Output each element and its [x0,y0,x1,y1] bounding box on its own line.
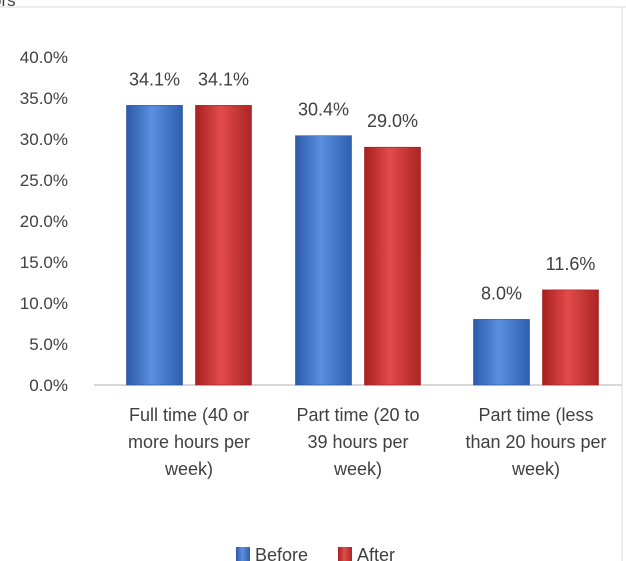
bar-after-2 [542,289,599,386]
bar-before-2 [473,319,530,386]
y-tick-label: 15.0% [20,253,68,272]
category-label-2-line-1: than 20 hours per [465,432,606,452]
y-tick-label: 35.0% [20,89,68,108]
bar-after-1 [364,146,421,386]
category-label-1-line-0: Part time (20 to [296,405,419,425]
data-labels-group: 34.1% 34.1% 30.4% 29.0% 8.0% 11.6% [129,69,595,303]
category-label-2-line-0: Part time (less [478,405,593,425]
category-label-0-line-2: week) [164,459,213,479]
bars-group [126,105,599,386]
bar-before-0 [126,105,183,386]
y-tick-label: 0.0% [29,376,68,395]
y-tick-label: 30.0% [20,130,68,149]
category-label-0-line-1: more hours per [128,432,250,452]
y-tick-label: 20.0% [20,212,68,231]
category-label-1-line-2: week) [333,459,382,479]
data-label-before-0: 34.1% [129,69,180,89]
top-fragment-text: ors [0,0,16,10]
legend-label-before: Before [255,545,308,561]
data-label-before-2: 8.0% [481,283,522,303]
legend-swatch-after [338,547,352,561]
bar-before-1 [295,135,352,386]
y-tick-label: 25.0% [20,171,68,190]
legend: Before After [236,545,395,561]
data-label-after-1: 29.0% [367,111,418,131]
y-tick-label: 40.0% [20,48,68,67]
legend-swatch-before [236,547,250,561]
y-axis-ticks: 0.0% 5.0% 10.0% 15.0% 20.0% 25.0% 30.0% 35.0% 40… [20,48,68,395]
category-label-0-line-0: Full time (40 or [129,405,249,425]
y-tick-label: 5.0% [29,335,68,354]
category-labels-group: Full time (40 or more hours per week) Part … [128,405,607,479]
legend-label-after: After [357,545,395,561]
data-label-before-1: 30.4% [298,100,349,120]
category-label-1-line-1: 39 hours per [307,432,408,452]
data-label-after-0: 34.1% [198,69,249,89]
bar-after-0 [195,105,252,386]
y-tick-label: 10.0% [20,294,68,313]
data-label-after-2: 11.6% [546,254,596,274]
category-label-2-line-2: week) [511,459,560,479]
